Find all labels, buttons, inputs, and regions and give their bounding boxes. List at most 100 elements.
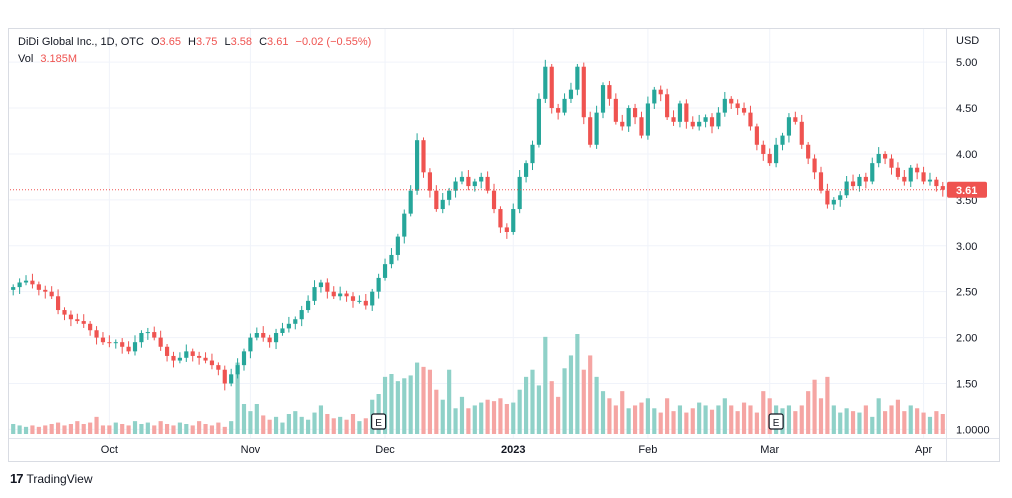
volume-bar [120, 424, 125, 434]
volume-bar [556, 396, 561, 434]
volume-bar [389, 374, 394, 434]
candle-body [139, 333, 144, 343]
candle-body [863, 176, 868, 182]
volume-bar [43, 425, 48, 434]
time-tick-label: Mar [760, 444, 779, 456]
volume-label: Vol [18, 53, 34, 65]
candle-body [722, 98, 727, 113]
earnings-marker[interactable] [371, 413, 387, 430]
volume-bar [68, 424, 73, 434]
volume-bar [11, 424, 16, 434]
candle-body [735, 103, 740, 109]
candle-body [177, 357, 182, 361]
price-tick-label: 2.00 [956, 333, 977, 345]
candle-body [17, 282, 22, 288]
candle-body [639, 117, 644, 136]
candle-body [261, 333, 266, 338]
volume-bar [235, 362, 240, 434]
volume-bar [543, 336, 548, 434]
tradingview-logo[interactable]: 17 TradingView [10, 471, 93, 486]
candle-body [68, 314, 73, 320]
candle-body [440, 199, 445, 210]
candle-body [889, 158, 894, 168]
candle-body [350, 296, 356, 301]
volume-bar [318, 405, 324, 434]
candle-body [402, 213, 407, 237]
candle-body [11, 287, 16, 290]
volume-bar [286, 414, 291, 434]
candle-body [716, 112, 721, 127]
volume-bar [498, 398, 503, 434]
volume-bar [639, 402, 644, 434]
volume-bar [209, 425, 215, 434]
volume-bar [248, 411, 253, 434]
volume-bar [280, 422, 285, 434]
candle-body [94, 330, 99, 338]
currency-label: USD [956, 35, 979, 47]
candle-body [126, 346, 131, 352]
candle-body [600, 85, 606, 113]
volume-bar [806, 391, 811, 434]
earnings-marker-label: E [375, 418, 382, 429]
open-label: O [150, 36, 160, 48]
price-tick-label: 1.50 [956, 379, 977, 391]
volume-bar [594, 376, 599, 434]
volume-bar [184, 424, 189, 434]
candle-body [389, 254, 394, 265]
volume-bar [626, 408, 631, 434]
volume-bar [395, 381, 400, 434]
volume-bar [55, 422, 61, 434]
volume-bar [940, 414, 945, 434]
candle-body [132, 342, 138, 352]
candle-body [23, 280, 29, 283]
price-tick-label: 4.00 [956, 149, 977, 161]
candle-body [466, 176, 471, 187]
volume-bar [671, 411, 676, 434]
candle-body [883, 153, 888, 159]
candle-body [921, 172, 926, 182]
earnings-marker[interactable] [768, 413, 784, 430]
volume-bar [459, 396, 465, 434]
candle-body [216, 365, 221, 370]
candle-body [677, 103, 683, 122]
volume-bar [735, 411, 740, 434]
volume-bar [36, 426, 41, 434]
candle-body [49, 291, 54, 297]
volume-bar [748, 405, 753, 434]
volume-bar [575, 334, 580, 434]
candle-body [620, 121, 625, 127]
volume-bar [562, 368, 567, 434]
volume-bar [549, 381, 554, 434]
volume-bar [812, 379, 817, 434]
candle-body [870, 163, 875, 182]
candle-body [43, 289, 48, 292]
volume-bar [915, 408, 920, 434]
candle-body [549, 66, 554, 109]
candle-body [152, 332, 157, 338]
last-price-badge [947, 181, 987, 198]
candle-body [844, 181, 849, 196]
volume-bar [164, 424, 170, 434]
volume-bar [171, 425, 176, 434]
volume-bar [152, 425, 157, 434]
candle-body [145, 332, 150, 334]
volume-bar [703, 405, 708, 434]
volume-bar [81, 424, 86, 434]
volume-bar [312, 412, 317, 434]
candle-body [812, 158, 817, 173]
volume-bar [857, 412, 862, 434]
price-tick-label: 3.00 [956, 241, 977, 253]
candle-body [818, 172, 824, 191]
candle-body [325, 282, 330, 292]
volume-bar [684, 412, 689, 434]
candle-body [536, 98, 541, 145]
candle-body [164, 346, 170, 356]
time-tick-label: Nov [241, 444, 261, 456]
volume-bar [870, 416, 875, 434]
candle-body [107, 342, 112, 344]
price-tick-label: 2.50 [956, 287, 977, 299]
volume-bar [466, 408, 471, 434]
volume-bar [325, 414, 330, 434]
candle-body [190, 351, 195, 356]
